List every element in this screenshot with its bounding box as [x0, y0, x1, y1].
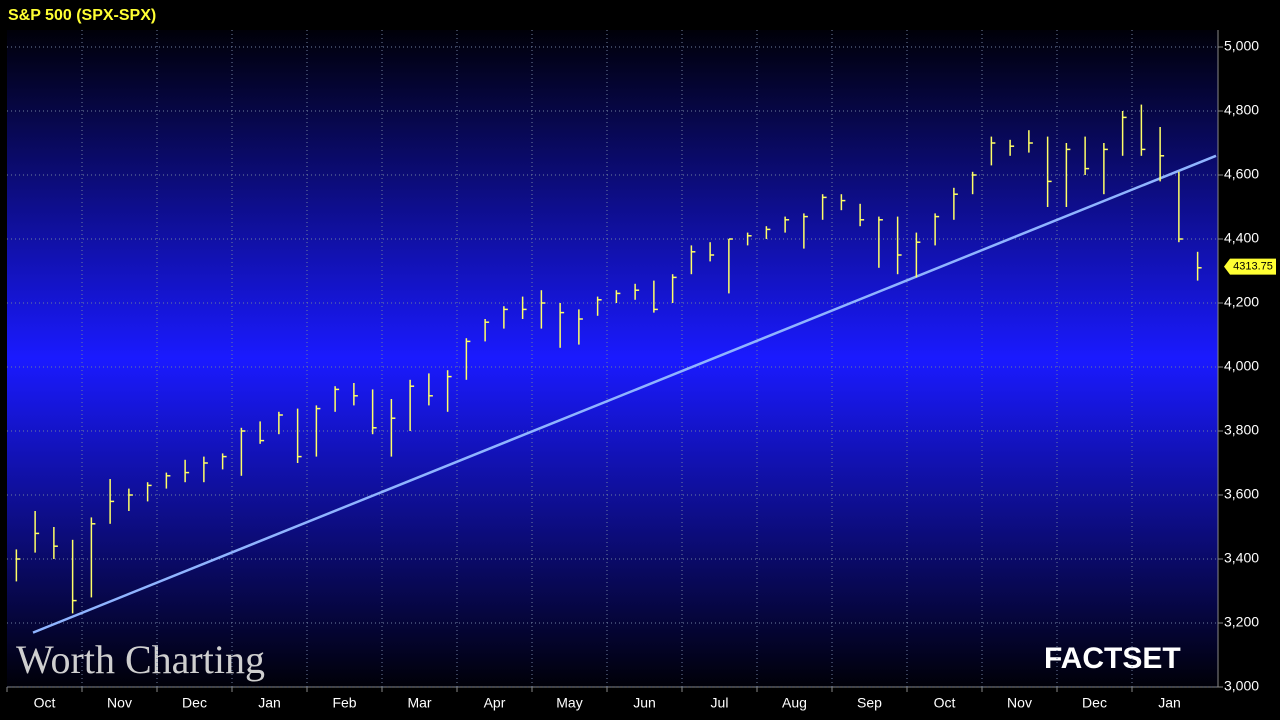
- y-tick-label: 5,000: [1224, 38, 1259, 54]
- x-tick-label: Dec: [1082, 695, 1107, 711]
- last-value-tag: [1224, 258, 1276, 275]
- y-tick-label: 4,800: [1224, 102, 1259, 118]
- x-tick-label: Apr: [484, 695, 506, 711]
- x-tick-label: May: [556, 695, 582, 711]
- y-tick-label: 4,000: [1224, 358, 1259, 374]
- y-tick-label: 3,800: [1224, 422, 1259, 438]
- source-logo: FACTSET: [1044, 642, 1181, 675]
- x-tick-label: Aug: [782, 695, 807, 711]
- x-tick-label: Jul: [711, 695, 729, 711]
- x-tick-label: Mar: [407, 695, 431, 711]
- y-tick-label: 3,600: [1224, 486, 1259, 502]
- x-tick-label: Jun: [633, 695, 656, 711]
- watermark: Worth Charting: [16, 637, 265, 682]
- chart-title: S&P 500 (SPX-SPX): [8, 7, 156, 24]
- x-tick-label: Nov: [107, 695, 132, 711]
- y-tick-label: 4,400: [1224, 230, 1259, 246]
- y-tick-label: 4,200: [1224, 294, 1259, 310]
- x-tick-label: Oct: [934, 695, 956, 711]
- x-tick-label: Nov: [1007, 695, 1032, 711]
- x-tick-label: Jan: [1158, 695, 1181, 711]
- x-tick-label: Dec: [182, 695, 207, 711]
- y-tick-label: 4,600: [1224, 166, 1259, 182]
- y-tick-label: 3,200: [1224, 614, 1259, 630]
- x-tick-label: Sep: [857, 695, 882, 711]
- x-tick-label: Feb: [332, 695, 356, 711]
- y-tick-label: 3,400: [1224, 550, 1259, 566]
- last-value-label: 4313.75: [1233, 261, 1273, 273]
- plot-area: [7, 30, 1218, 687]
- x-tick-label: Oct: [34, 695, 56, 711]
- trendline: [32, 154, 1217, 634]
- y-tick-label: 3,000: [1224, 678, 1259, 694]
- x-tick-label: Jan: [258, 695, 281, 711]
